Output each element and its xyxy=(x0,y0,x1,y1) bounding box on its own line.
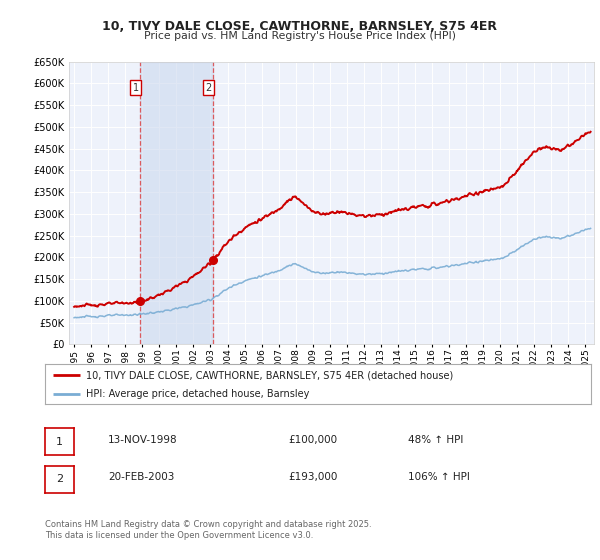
Text: 1: 1 xyxy=(133,83,139,93)
Text: £193,000: £193,000 xyxy=(288,472,337,482)
Text: HPI: Average price, detached house, Barnsley: HPI: Average price, detached house, Barn… xyxy=(86,389,310,399)
Text: £100,000: £100,000 xyxy=(288,435,337,445)
Text: Price paid vs. HM Land Registry's House Price Index (HPI): Price paid vs. HM Land Registry's House … xyxy=(144,31,456,41)
Text: 2: 2 xyxy=(56,474,63,484)
Bar xyxy=(140,62,212,344)
Text: Contains HM Land Registry data © Crown copyright and database right 2025.
This d: Contains HM Land Registry data © Crown c… xyxy=(45,520,371,540)
Text: 10, TIVY DALE CLOSE, CAWTHORNE, BARNSLEY, S75 4ER (detached house): 10, TIVY DALE CLOSE, CAWTHORNE, BARNSLEY… xyxy=(86,370,453,380)
Text: 20-FEB-2003: 20-FEB-2003 xyxy=(108,472,175,482)
Text: 10, TIVY DALE CLOSE, CAWTHORNE, BARNSLEY, S75 4ER: 10, TIVY DALE CLOSE, CAWTHORNE, BARNSLEY… xyxy=(103,20,497,32)
Text: 1: 1 xyxy=(56,437,63,447)
Text: 106% ↑ HPI: 106% ↑ HPI xyxy=(408,472,470,482)
Text: 13-NOV-1998: 13-NOV-1998 xyxy=(108,435,178,445)
Text: 48% ↑ HPI: 48% ↑ HPI xyxy=(408,435,463,445)
Text: 2: 2 xyxy=(205,83,212,93)
